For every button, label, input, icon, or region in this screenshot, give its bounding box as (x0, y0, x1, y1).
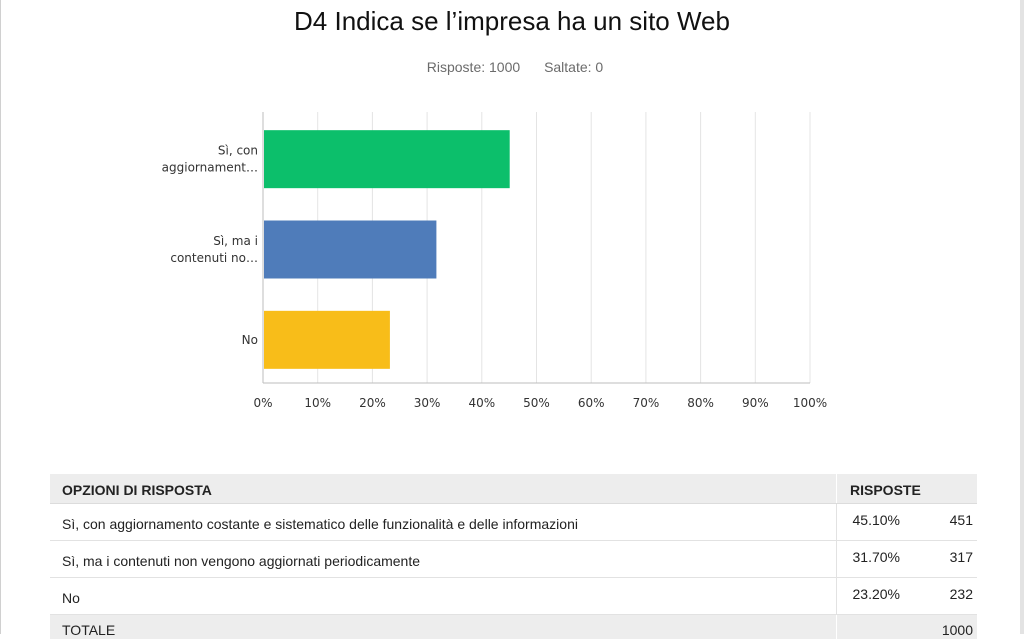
results-table: OPZIONI DI RISPOSTA RISPOSTE Sì, con agg… (50, 474, 977, 639)
x-tick-label: 60% (578, 396, 605, 410)
bar-chart: 0% 10% 20% 30% 40% 50% 60% 70% 80% 90% 100% Sì, con… (162, 112, 827, 410)
x-tick-label: 100% (793, 396, 827, 410)
x-tick-label: 0% (253, 396, 272, 410)
column-divider (836, 504, 837, 540)
row-percent: 31.70% (852, 549, 900, 565)
row-option: Sì, con aggiornamento costante e sistema… (62, 516, 578, 532)
category-label: aggiornament… (162, 161, 258, 175)
column-divider (836, 615, 837, 639)
category-label: contenuti no… (170, 251, 258, 265)
category-label: Sì, ma i (213, 234, 258, 248)
row-percent: 23.20% (852, 586, 900, 602)
chart-title: D4 Indica se l’impresa ha un sito Web (294, 6, 730, 36)
right-scroll-edge (1020, 0, 1024, 634)
x-tick-label: 30% (414, 396, 441, 410)
row-count: 317 (949, 549, 973, 565)
row-percent: 45.10% (852, 512, 900, 528)
table-header-row: OPZIONI DI RISPOSTA RISPOSTE (50, 474, 977, 504)
x-tick-label: 10% (304, 396, 331, 410)
table-total-row: TOTALE 1000 (50, 615, 977, 639)
category-label: Sì, con (218, 144, 258, 158)
column-divider (836, 578, 837, 614)
answered-count: Risposte: 1000 (426, 59, 521, 75)
category-label: No (242, 333, 258, 347)
row-option: No (62, 590, 80, 606)
header-options: OPZIONI DI RISPOSTA (62, 482, 212, 498)
bar (264, 310, 390, 369)
row-count: 451 (949, 512, 973, 528)
x-tick-label: 70% (633, 396, 660, 410)
table-row: Sì, con aggiornamento costante e sistema… (50, 504, 977, 541)
total-count: 1000 (941, 622, 973, 638)
response-stats: Risposte: 1000 Saltate: 0 (0, 59, 1024, 75)
table-row: Sì, ma i contenuti non vengono aggiornat… (50, 541, 977, 578)
left-border (0, 0, 1, 634)
column-divider (836, 474, 837, 503)
x-tick-label: 50% (523, 396, 550, 410)
bar (264, 220, 437, 279)
total-label: TOTALE (62, 622, 116, 638)
x-tick-label: 80% (687, 396, 714, 410)
x-tick-label: 40% (468, 396, 495, 410)
x-tick-label: 20% (359, 396, 386, 410)
row-option: Sì, ma i contenuti non vengono aggiornat… (62, 553, 421, 569)
skipped-count: Saltate: 0 (544, 59, 604, 75)
row-count: 232 (949, 586, 973, 602)
column-divider (836, 541, 837, 577)
bar (264, 130, 510, 189)
x-tick-label: 90% (742, 396, 769, 410)
table-row: No 23.20% 232 (50, 578, 977, 615)
header-responses: RISPOSTE (850, 482, 921, 498)
